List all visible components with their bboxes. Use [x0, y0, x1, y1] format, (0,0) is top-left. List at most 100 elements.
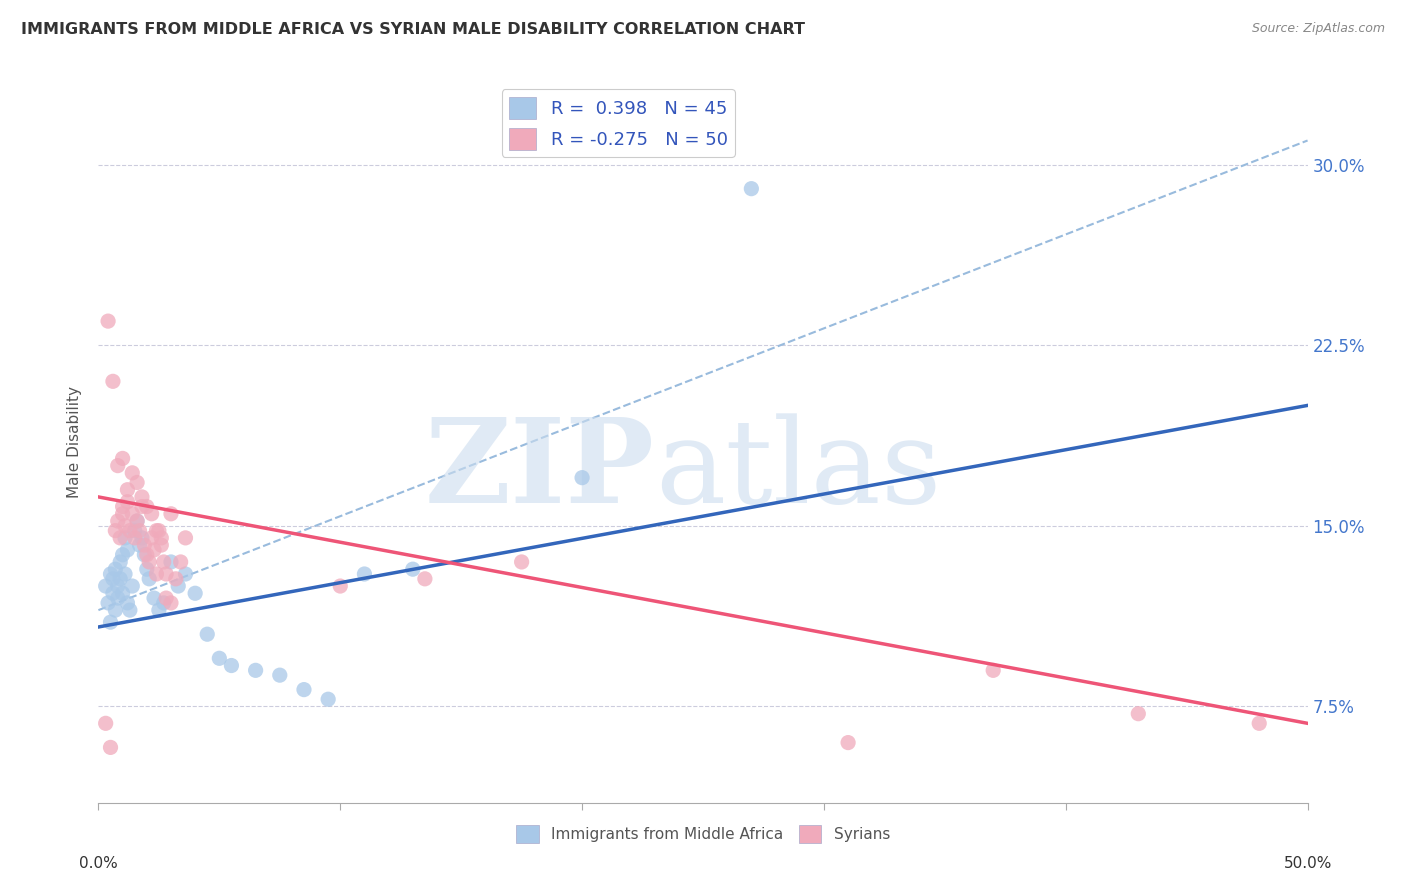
Point — [111, 500, 134, 514]
Point — [269, 668, 291, 682]
Point — [111, 451, 134, 466]
Text: 0.0%: 0.0% — [79, 855, 118, 871]
Point — [510, 555, 533, 569]
Point — [114, 519, 136, 533]
Point — [118, 603, 141, 617]
Point — [104, 603, 127, 617]
Point — [94, 716, 117, 731]
Point — [97, 596, 120, 610]
Point — [141, 531, 163, 545]
Point — [127, 514, 149, 528]
Point — [107, 591, 129, 606]
Point — [184, 586, 207, 600]
Legend: Immigrants from Middle Africa, Syrians: Immigrants from Middle Africa, Syrians — [510, 819, 896, 849]
Point — [127, 475, 149, 490]
Point — [145, 524, 167, 538]
Point — [174, 531, 197, 545]
Point — [111, 548, 134, 562]
Point — [135, 500, 157, 514]
Point — [160, 596, 183, 610]
Point — [100, 567, 122, 582]
Point — [101, 572, 124, 586]
Point — [245, 664, 267, 678]
Point — [107, 514, 129, 528]
Text: atlas: atlas — [655, 413, 941, 528]
Point — [169, 555, 191, 569]
Point — [108, 555, 131, 569]
Point — [128, 538, 150, 552]
Point — [101, 586, 124, 600]
Point — [837, 735, 859, 749]
Point — [124, 531, 146, 545]
Point — [121, 466, 143, 480]
Point — [148, 603, 170, 617]
Point — [121, 579, 143, 593]
Point — [221, 658, 243, 673]
Point — [104, 562, 127, 576]
Point — [131, 531, 153, 545]
Point — [100, 615, 122, 630]
Point — [138, 555, 160, 569]
Text: ZIP: ZIP — [425, 413, 655, 528]
Point — [195, 627, 218, 641]
Point — [117, 542, 139, 557]
Point — [117, 494, 139, 508]
Point — [111, 586, 134, 600]
Point — [107, 458, 129, 473]
Point — [1249, 716, 1271, 731]
Point — [94, 579, 117, 593]
Point — [101, 375, 124, 389]
Point — [145, 567, 167, 582]
Point — [160, 507, 183, 521]
Point — [316, 692, 339, 706]
Point — [413, 572, 436, 586]
Point — [107, 579, 129, 593]
Point — [118, 524, 141, 538]
Point — [131, 500, 153, 514]
Text: Source: ZipAtlas.com: Source: ZipAtlas.com — [1251, 22, 1385, 36]
Point — [138, 572, 160, 586]
Point — [121, 507, 143, 521]
Point — [141, 507, 163, 521]
Point — [165, 572, 187, 586]
Point — [329, 579, 352, 593]
Point — [104, 524, 127, 538]
Point — [135, 562, 157, 576]
Point — [155, 567, 177, 582]
Point — [134, 548, 156, 562]
Point — [155, 591, 177, 606]
Point — [152, 596, 174, 610]
Point — [108, 531, 131, 545]
Text: 50.0%: 50.0% — [1284, 855, 1331, 871]
Point — [100, 740, 122, 755]
Point — [167, 579, 190, 593]
Point — [208, 651, 231, 665]
Point — [402, 562, 425, 576]
Point — [134, 538, 156, 552]
Point — [127, 514, 149, 528]
Point — [97, 314, 120, 328]
Point — [150, 538, 173, 552]
Point — [114, 567, 136, 582]
Text: IMMIGRANTS FROM MIDDLE AFRICA VS SYRIAN MALE DISABILITY CORRELATION CHART: IMMIGRANTS FROM MIDDLE AFRICA VS SYRIAN … — [21, 22, 806, 37]
Point — [117, 596, 139, 610]
Point — [152, 555, 174, 569]
Point — [124, 524, 146, 538]
Point — [160, 555, 183, 569]
Point — [114, 531, 136, 545]
Point — [353, 567, 375, 582]
Point — [131, 490, 153, 504]
Y-axis label: Male Disability: Male Disability — [67, 385, 83, 498]
Point — [1128, 706, 1150, 721]
Point — [292, 682, 315, 697]
Point — [150, 531, 173, 545]
Point — [143, 542, 166, 557]
Point — [117, 483, 139, 497]
Point — [981, 664, 1004, 678]
Point — [143, 591, 166, 606]
Point — [111, 507, 134, 521]
Point — [108, 572, 131, 586]
Point — [128, 524, 150, 538]
Point — [740, 182, 762, 196]
Point — [135, 548, 157, 562]
